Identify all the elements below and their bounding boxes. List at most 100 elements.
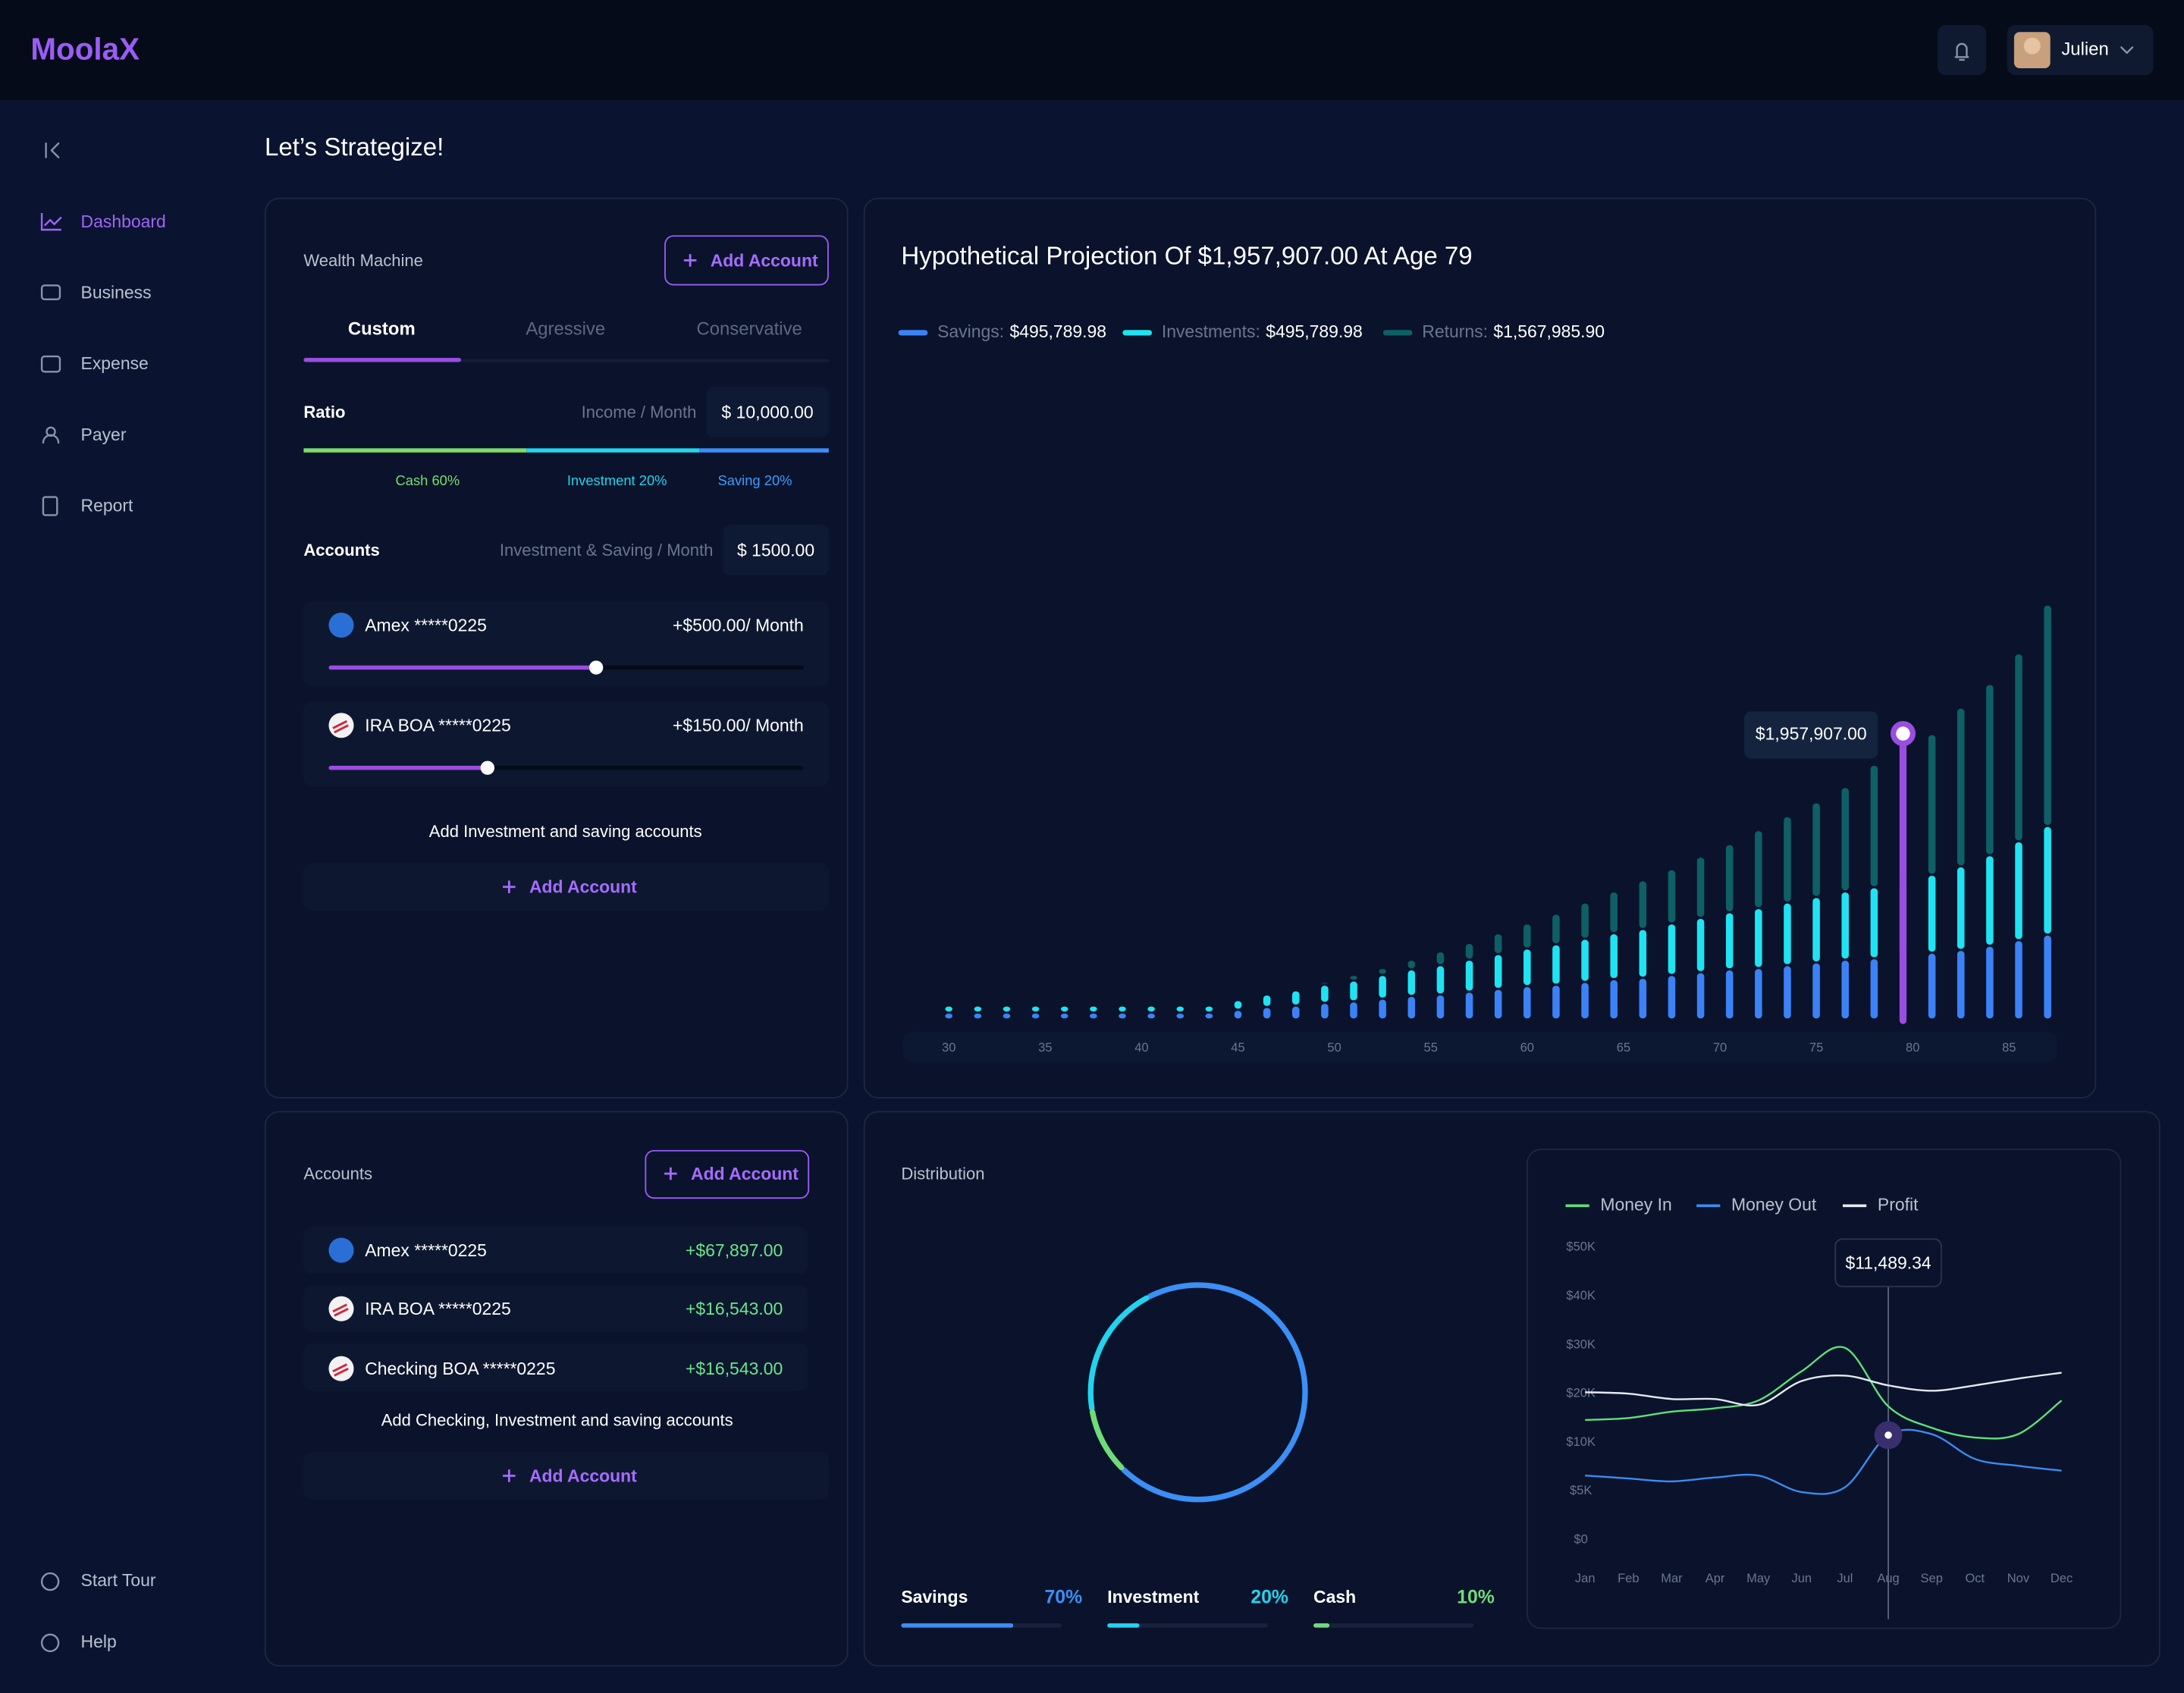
button-label: Add Account	[529, 1466, 637, 1485]
bar-segment	[1841, 892, 1850, 959]
progress-fill	[1107, 1623, 1140, 1628]
bar-segment	[1581, 939, 1589, 981]
nav-item[interactable]: Business	[81, 283, 152, 303]
amex-icon	[328, 1237, 354, 1263]
nav-item[interactable]: Start Tour	[81, 1570, 156, 1590]
bar-segment	[1755, 909, 1762, 967]
legend-value: $495,789.98	[1266, 321, 1363, 341]
dashboard-icon	[40, 212, 62, 231]
x-tick-label: May	[1746, 1571, 1771, 1585]
bar-segment	[1031, 1006, 1040, 1012]
add-account-button[interactable]	[664, 235, 829, 286]
add-account-button[interactable]	[303, 863, 829, 911]
bar-segment	[2044, 605, 2051, 826]
bar-segment	[1465, 944, 1473, 959]
collapse-icon[interactable]	[45, 142, 60, 158]
bar-segment	[2044, 826, 2051, 934]
monthly-value: $ 1500.00	[737, 540, 814, 560]
notification-button[interactable]	[1937, 25, 1987, 76]
legend-name: Investment	[1107, 1587, 1199, 1607]
income-field[interactable]	[706, 387, 829, 437]
bar-segment	[1812, 803, 1820, 896]
cashflow-panel	[1527, 1148, 2122, 1629]
monthly-field[interactable]	[723, 525, 829, 575]
bar-segment	[1581, 983, 1589, 1019]
nav-item[interactable]: Payer	[81, 425, 127, 444]
y-tick-label: $0	[1574, 1532, 1588, 1546]
ratio-bar	[526, 448, 700, 453]
x-tick-label: Jan	[1575, 1571, 1596, 1585]
bar-segment	[1147, 1013, 1155, 1019]
chart-title: Hypothetical Projection Of $1,957,907.00…	[901, 242, 1472, 270]
y-tick-label: $40K	[1566, 1288, 1596, 1303]
x-tick-label: 85	[2002, 1040, 2016, 1055]
legend-entry: Savings: $495,789.98	[937, 321, 1106, 341]
tooltip-label: $1,957,907.00	[1756, 723, 1867, 743]
account-row	[303, 1284, 808, 1333]
tab[interactable]: Conservative	[697, 319, 802, 340]
add-account-button[interactable]	[303, 1452, 829, 1500]
x-tick-label: 45	[1231, 1040, 1244, 1055]
x-tick-label: Oct	[1965, 1571, 1985, 1585]
bar-segment	[1956, 867, 1965, 949]
y-tick-label: $20K	[1566, 1386, 1596, 1400]
nav-item[interactable]: Expense	[81, 353, 149, 373]
bar-segment	[1581, 903, 1589, 938]
amex-icon	[328, 612, 354, 638]
bar-segment	[1291, 1006, 1300, 1019]
logo[interactable]: MoolaX	[30, 32, 140, 67]
account-name: Checking BOA *****0225	[365, 1359, 555, 1378]
legend-name: Profit	[1878, 1194, 1919, 1214]
account-item	[303, 601, 829, 687]
nav-item[interactable]: Dashboard	[81, 212, 166, 231]
bar-segment	[1350, 976, 1357, 980]
progress-track	[1313, 1623, 1474, 1628]
nav-item[interactable]: Help	[81, 1632, 117, 1651]
bar-segment	[1494, 955, 1502, 988]
bar-segment	[1003, 1006, 1011, 1012]
x-tick-label: 60	[1520, 1040, 1534, 1055]
x-axis-strip	[902, 1031, 2057, 1063]
bar-segment	[1696, 857, 1705, 917]
hover-dot-center	[1884, 1431, 1892, 1439]
x-tick-label: 35	[1038, 1040, 1052, 1055]
tab[interactable]: Agressive	[526, 319, 605, 340]
slider-knob[interactable]	[588, 660, 604, 675]
x-tick-label: Nov	[2007, 1571, 2030, 1585]
tab[interactable]: Custom	[348, 319, 416, 340]
bar-segment	[1494, 989, 1502, 1019]
slider-knob[interactable]	[480, 760, 495, 775]
nav-item[interactable]: Report	[81, 495, 133, 515]
tooltip	[1834, 1238, 1942, 1287]
line-series	[1585, 1428, 2062, 1495]
bar-segment	[1523, 986, 1531, 1019]
y-tick-label: $5K	[1570, 1483, 1592, 1497]
bar-segment	[1090, 1006, 1097, 1012]
bar-segment	[1928, 735, 1936, 874]
help-icon	[40, 1633, 60, 1653]
monthly-label: Investment & Saving / Month	[500, 541, 713, 560]
bar-segment	[1755, 831, 1762, 908]
x-tick-label: Jun	[1791, 1571, 1812, 1585]
bar-segment	[1465, 992, 1473, 1019]
bar-segment	[1060, 1006, 1068, 1012]
bar-segment	[1321, 1004, 1329, 1019]
bar-segment	[1639, 881, 1647, 928]
bar-segment	[1060, 1013, 1068, 1019]
bar-segment	[1494, 934, 1502, 953]
bar-segment	[1696, 973, 1705, 1019]
add-account-button[interactable]	[645, 1149, 810, 1199]
bar-segment	[1350, 1002, 1357, 1019]
x-tick-label: Dec	[2051, 1571, 2073, 1585]
bar-segment	[2015, 654, 2022, 841]
y-tick-label: $50K	[1566, 1240, 1596, 1254]
bar-segment	[1407, 961, 1416, 969]
bar-segment	[2044, 936, 2051, 1019]
bar-segment	[1870, 765, 1878, 886]
bar-segment	[1205, 1006, 1213, 1012]
bar-segment	[1436, 966, 1445, 994]
bar-segment	[1205, 1013, 1213, 1019]
bar-segment	[1986, 685, 1994, 854]
